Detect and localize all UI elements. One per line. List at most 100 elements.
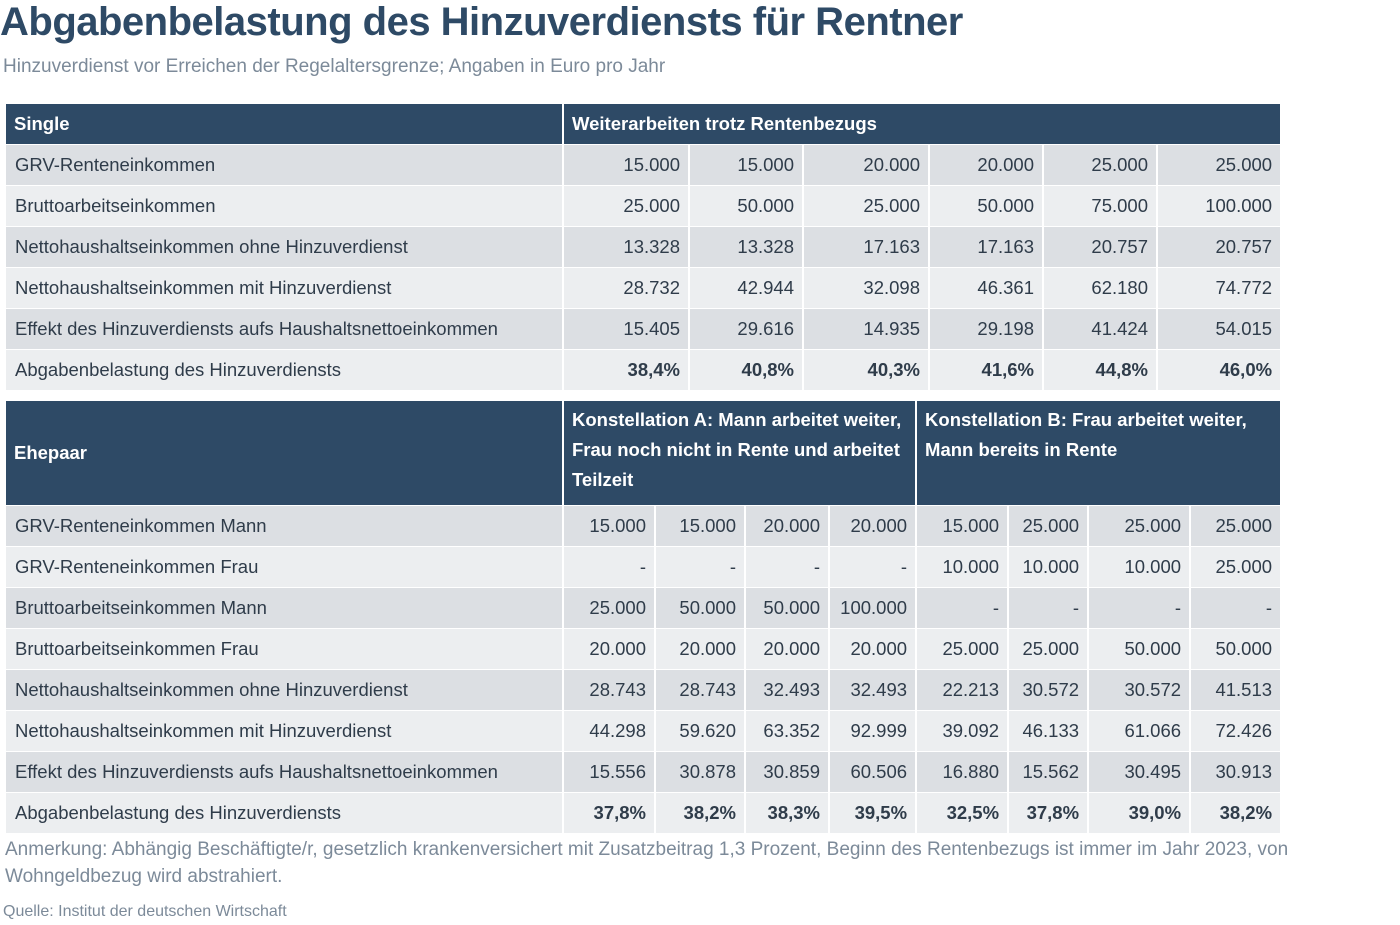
cell-value: 15.405 <box>563 308 690 350</box>
cell-value: 25.000 <box>803 185 930 227</box>
table-row: GRV-Renteneinkommen Mann 15.000 15.000 20.0… <box>6 505 1283 547</box>
cell-value: 72.426 <box>1190 710 1283 752</box>
cell-value: 30.913 <box>1190 751 1283 793</box>
couple-table: Ehepaar Konstellation A: Mann arbeitet we… <box>6 401 1283 834</box>
cell-value: 13.328 <box>563 226 690 268</box>
row-label: Nettohaushaltseinkommen ohne Hinzuverdie… <box>6 669 564 711</box>
cell-value: - <box>916 587 1010 629</box>
cell-value: 61.066 <box>1088 710 1192 752</box>
cell-value: 40,3% <box>803 349 930 391</box>
table-row: Nettohaushaltseinkommen ohne Hinzuverdie… <box>6 226 1283 268</box>
cell-value: 100.000 <box>1157 185 1283 227</box>
cell-value: 32.493 <box>745 669 830 711</box>
cell-value: 39,5% <box>829 792 918 834</box>
cell-value: 29.616 <box>689 308 804 350</box>
header-cell: Weiterarbeiten trotz Rentenbezugs <box>563 104 1283 145</box>
cell-value: 10.000 <box>1008 546 1090 588</box>
row-label: Bruttoarbeitseinkommen Mann <box>6 587 564 629</box>
table-row: Abgabenbelastung des Hinzuverdiensts 38,4… <box>6 349 1283 391</box>
header-cell: Konstellation A: Mann arbeitet weiter, F… <box>563 401 918 506</box>
cell-value: 38,2% <box>655 792 746 834</box>
row-label: Abgabenbelastung des Hinzuverdiensts <box>6 792 564 834</box>
row-label: Nettohaushaltseinkommen ohne Hinzuverdie… <box>6 226 564 268</box>
cell-value: - <box>829 546 918 588</box>
cell-value: 44,8% <box>1043 349 1158 391</box>
row-label: Bruttoarbeitseinkommen <box>6 185 564 227</box>
cell-value: 39,0% <box>1088 792 1192 834</box>
cell-value: 38,3% <box>745 792 830 834</box>
cell-value: 32,5% <box>916 792 1010 834</box>
row-label: Bruttoarbeitseinkommen Frau <box>6 628 564 670</box>
cell-value: - <box>655 546 746 588</box>
row-label: Effekt des Hinzuverdiensts aufs Haushalt… <box>6 308 564 350</box>
subtitle: Hinzuverdienst vor Erreichen der Regelal… <box>3 56 666 77</box>
cell-value: - <box>745 546 830 588</box>
header-cell: Ehepaar <box>6 401 564 506</box>
cell-value: 15.556 <box>563 751 656 793</box>
cell-value: 44.298 <box>563 710 656 752</box>
cell-value: 46,0% <box>1157 349 1283 391</box>
table-header: Ehepaar Konstellation A: Mann arbeitet we… <box>6 401 1283 506</box>
cell-value: 50.000 <box>689 185 804 227</box>
cell-value: 25.000 <box>563 587 656 629</box>
cell-value: 20.000 <box>929 144 1044 186</box>
source: Quelle: Institut der deutschen Wirtschaf… <box>3 903 287 920</box>
cell-value: 20.000 <box>563 628 656 670</box>
cell-value: 32.493 <box>829 669 918 711</box>
table-row: Nettohaushaltseinkommen mit Hinzuverdien… <box>6 267 1283 309</box>
cell-value: 20.000 <box>745 505 830 547</box>
row-label: GRV-Renteneinkommen Frau <box>6 546 564 588</box>
cell-value: 92.999 <box>829 710 918 752</box>
row-label: Effekt des Hinzuverdiensts aufs Haushalt… <box>6 751 564 793</box>
cell-value: 17.163 <box>803 226 930 268</box>
table-row: Effekt des Hinzuverdiensts aufs Haushalt… <box>6 308 1283 350</box>
cell-value: 25.000 <box>1043 144 1158 186</box>
cell-value: 28.743 <box>563 669 656 711</box>
table-header: Single Weiterarbeiten trotz Rentenbezugs <box>6 104 1283 145</box>
table-row: Nettohaushaltseinkommen ohne Hinzuverdie… <box>6 669 1283 711</box>
cell-value: 30.859 <box>745 751 830 793</box>
cell-value: 22.213 <box>916 669 1010 711</box>
cell-value: 15.000 <box>563 144 690 186</box>
cell-value: 25.000 <box>1190 546 1283 588</box>
cell-value: 37,8% <box>1008 792 1090 834</box>
table-row: Nettohaushaltseinkommen mit Hinzuverdien… <box>6 710 1283 752</box>
cell-value: 32.098 <box>803 267 930 309</box>
cell-value: 28.743 <box>655 669 746 711</box>
header-row: Ehepaar Konstellation A: Mann arbeitet we… <box>6 401 1283 506</box>
cell-value: 50.000 <box>1088 628 1192 670</box>
cell-value: 15.000 <box>563 505 656 547</box>
cell-value: 20.000 <box>655 628 746 670</box>
cell-value: 54.015 <box>1157 308 1283 350</box>
table-row: Bruttoarbeitseinkommen Mann 25.000 50.000 5… <box>6 587 1283 629</box>
cell-value: 28.732 <box>563 267 690 309</box>
cell-value: 14.935 <box>803 308 930 350</box>
cell-value: 38,4% <box>563 349 690 391</box>
cell-value: 25.000 <box>563 185 690 227</box>
cell-value: 40,8% <box>689 349 804 391</box>
header-cell: Konstellation B: Frau arbeitet weiter, M… <box>916 401 1283 506</box>
cell-value: 50.000 <box>745 587 830 629</box>
cell-value: 20.000 <box>745 628 830 670</box>
cell-value: 20.757 <box>1043 226 1158 268</box>
cell-value: 37,8% <box>563 792 656 834</box>
cell-value: 25.000 <box>1157 144 1283 186</box>
row-label: GRV-Renteneinkommen Mann <box>6 505 564 547</box>
cell-value: 50.000 <box>1190 628 1283 670</box>
cell-value: 10.000 <box>916 546 1010 588</box>
note: Anmerkung: Abhängig Beschäftigte/r, gese… <box>5 839 1289 887</box>
cell-value: 30.572 <box>1008 669 1090 711</box>
table-row: Abgabenbelastung des Hinzuverdiensts 37,8… <box>6 792 1283 834</box>
cell-value: 10.000 <box>1088 546 1192 588</box>
cell-value: 25.000 <box>916 628 1010 670</box>
cell-value: 30.878 <box>655 751 746 793</box>
cell-value: 20.000 <box>803 144 930 186</box>
table-row: GRV-Renteneinkommen 15.000 15.000 20.000 20.… <box>6 144 1283 186</box>
cell-value: 15.000 <box>689 144 804 186</box>
cell-value: 13.328 <box>689 226 804 268</box>
single-table: Single Weiterarbeiten trotz Rentenbezugs G… <box>6 104 1283 391</box>
cell-value: 20.757 <box>1157 226 1283 268</box>
cell-value: - <box>1088 587 1192 629</box>
cell-value: 100.000 <box>829 587 918 629</box>
cell-value: 62.180 <box>1043 267 1158 309</box>
